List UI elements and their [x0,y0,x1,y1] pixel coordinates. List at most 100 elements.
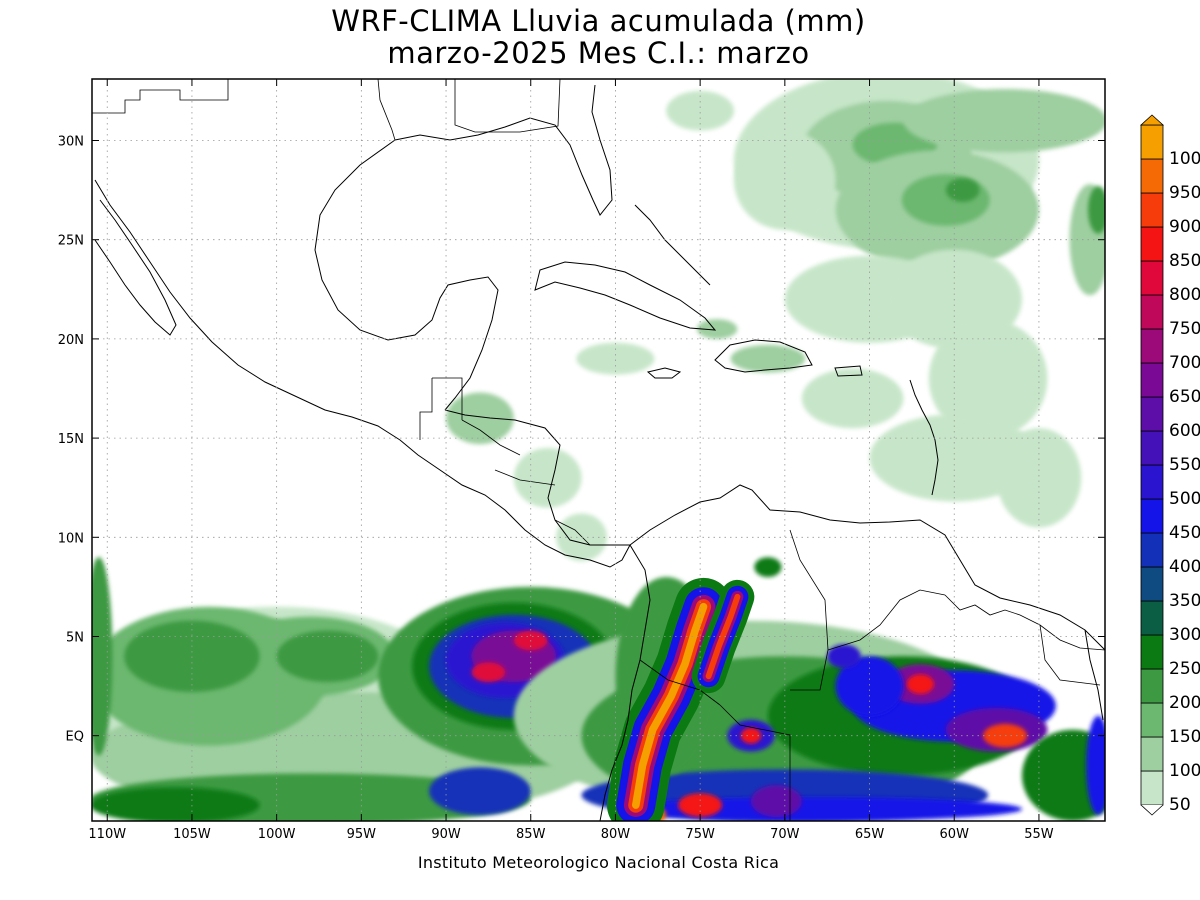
colorbar-label: 100 [1169,761,1200,781]
rain-zone-250 [92,787,260,821]
colorbar-swatch-600 [1140,396,1164,432]
rain-zone-100 [446,392,514,445]
lon-tick-label: 75W [685,827,715,842]
colorbar-swatch-700 [1140,328,1164,364]
andes-rain-band-1000 [632,602,708,809]
rain-zone-450 [1086,715,1105,815]
graticule [92,79,1105,821]
colorbar-label: 550 [1169,455,1200,475]
lon-tick-label: 70W [770,827,800,842]
rain-zone-850 [906,674,935,694]
andes-rain-band-east-900 [705,593,741,680]
lon-tick-label: 65W [855,827,885,842]
coastline-puerto-rico [834,365,863,377]
rain-zone-50 [801,368,904,429]
map-title-line1: WRF-CLIMA Lluvia acumulada (mm) [331,4,866,38]
rain-zone-250 [1022,729,1105,821]
colorbar-label: 350 [1169,591,1200,611]
lon-tick-label: 95W [347,827,377,842]
lon-tick-label: 100W [258,827,296,842]
colorbar-swatch-800 [1140,260,1164,296]
coastline-us-gulf [394,84,613,216]
lon-tick-label: 105W [173,827,211,842]
rain-zone-50 [928,319,1048,439]
rain-zone-600 [751,785,802,818]
lon-tick-label: 110W [88,827,126,842]
colorbar-max-arrow [1139,114,1165,126]
colorbar-swatch-500 [1140,464,1164,500]
colorbar-swatch-400 [1140,532,1164,568]
colorbar-swatch-850 [1140,226,1164,262]
coastline-cuba [534,261,717,331]
colorbar-swatch-750 [1140,294,1164,330]
rain-zone-400 [429,767,531,815]
rain-zone-200 [92,557,113,756]
rain-zone-50 [666,90,734,131]
colorbar-label: 900 [1169,217,1200,237]
colorbar-label: 700 [1169,353,1200,373]
colorbar-swatch-350 [1140,566,1164,602]
colorbar-label: 450 [1169,523,1200,543]
lat-tick-label: 25N [58,234,84,249]
rain-zone-200 [1088,186,1105,234]
colorbar-label: 300 [1169,625,1200,645]
colorbar-swatch-550 [1140,430,1164,466]
colorbar-label: 150 [1169,727,1200,747]
lon-tick-label: 80W [601,827,631,842]
rain-zone-450 [615,797,1022,821]
lat-tick-label: EQ [66,730,84,745]
coastline-amazon-region [1084,629,1104,721]
rain-zone-250 [754,557,782,577]
rainfall-field [92,79,1105,821]
rain-zone-100 [730,344,806,373]
colorbar-swatch-100 [1140,736,1164,772]
lat-tick-label: 10N [58,531,84,546]
rain-zone-200 [124,620,260,692]
colorbar-swatch-300 [1140,600,1164,636]
coastline-bahamas [634,204,711,286]
lon-tick-label: 60W [940,827,970,842]
colorbar-swatch-450 [1140,498,1164,534]
colorbar-swatch-250 [1140,634,1164,670]
colorbar-label: 600 [1169,421,1200,441]
lat-tick-label: 20N [58,333,84,348]
colorbar-label: 500 [1169,489,1200,509]
rain-zone-100 [903,89,1105,153]
colorbar-label: 850 [1169,251,1200,271]
rain-zone-50 [869,414,1039,502]
rain-zone-50 [996,428,1082,528]
coastline-baja [94,199,177,336]
colorbar-swatch-950 [1140,158,1164,194]
coastline-lesser-antilles [909,379,939,496]
colorbar-label: 250 [1169,659,1200,679]
coastline-hispaniola [714,339,813,373]
colorbar-label: 200 [1169,693,1200,713]
colorbar-min-tail [1140,804,1164,816]
colorbar-swatch-200 [1140,668,1164,704]
rain-zone-50 [734,130,836,230]
colorbar-label: 1000 [1169,149,1200,169]
colorbar-swatch-900 [1140,192,1164,228]
lat-tick-label: 15N [58,432,84,447]
colorbar-label: 750 [1169,319,1200,339]
colorbar-swatch-150 [1140,702,1164,738]
lat-tick-label: 5N [66,630,84,645]
credit-line: Instituto Meteorologico Nacional Costa R… [417,853,780,872]
rain-zone-500 [827,644,861,669]
coastline-mexico-pacific [94,179,631,568]
colorbar-label: 950 [1169,183,1200,203]
rain-zone-200 [276,630,379,683]
colorbar-label: 650 [1169,387,1200,407]
lon-tick-label: 55W [1024,827,1054,842]
colorbar-swatch-1000 [1140,124,1164,160]
rain-zone-850 [740,727,762,744]
lat-tick-label: 30N [58,135,84,150]
coastline-gulf-mexico [314,139,499,411]
colorbar-swatch-50 [1140,770,1164,806]
colorbar-label: 50 [1169,795,1191,815]
colorbar-swatch-650 [1140,362,1164,398]
axis-ticks: 110W 105W 100W 95W 90W 85W 80W 75W 70W 65W 60W 55W 3… [58,79,1105,842]
plot-frame [91,78,1106,822]
rain-zone-150 [901,174,990,226]
